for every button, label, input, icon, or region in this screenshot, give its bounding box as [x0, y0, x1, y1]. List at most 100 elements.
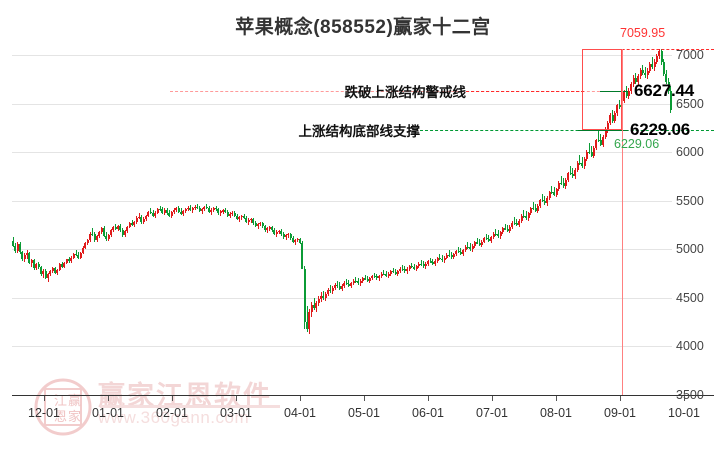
candle-body: [387, 273, 390, 276]
candle-body: [100, 228, 103, 233]
candle-body: [366, 278, 369, 281]
candle-wick: [238, 215, 240, 222]
candle-body: [203, 207, 206, 209]
candle-body: [378, 276, 381, 279]
candle-wick: [313, 297, 315, 310]
candle-body: [152, 212, 155, 216]
candle-body: [240, 216, 243, 218]
gridline: [12, 103, 672, 105]
candle-wick: [467, 242, 469, 249]
candle-wick: [269, 226, 271, 231]
candle-body: [576, 162, 579, 170]
candle-body: [145, 215, 148, 219]
candle-body: [639, 69, 642, 77]
candle-body: [268, 227, 271, 229]
plot-area[interactable]: 12-01 01-01 02-01 03-01 04-01 05-01 06-01 07-01…: [12, 49, 700, 420]
candle-body: [347, 283, 350, 286]
candle-body: [406, 268, 409, 272]
candle-body: [56, 269, 59, 273]
candle-body: [96, 236, 99, 241]
candle-body: [546, 197, 549, 204]
candle-body: [238, 217, 241, 219]
candle-body: [506, 228, 509, 231]
candle-body: [30, 260, 33, 263]
candle-body: [588, 151, 591, 153]
candle-body: [417, 263, 420, 267]
structure-box: [582, 49, 622, 130]
peak-vertical-marker: [622, 49, 623, 395]
candle-wick: [588, 143, 590, 154]
candle-body: [359, 280, 362, 284]
candle-body: [408, 266, 411, 269]
candle-body: [382, 273, 385, 275]
candle-body: [536, 205, 539, 211]
candle-body: [511, 222, 514, 227]
candle-body: [548, 191, 551, 198]
candle-body: [515, 223, 518, 225]
candle-wick: [75, 250, 77, 257]
candle-body: [184, 208, 187, 212]
candle-body: [651, 63, 654, 67]
candle-body: [303, 268, 306, 323]
candle-wick: [430, 258, 432, 264]
candle-body: [394, 271, 397, 274]
candle-body: [415, 266, 418, 269]
candle-body: [278, 230, 281, 233]
candle-body: [424, 263, 427, 267]
candle-body: [236, 215, 239, 219]
candle-body: [373, 276, 376, 278]
candle-body: [504, 228, 507, 230]
warning-solid-segment: [600, 91, 628, 93]
candle-body: [19, 244, 22, 253]
candle-body: [252, 219, 255, 224]
candle-body: [212, 208, 215, 210]
candle-wick: [476, 238, 478, 245]
candle-body: [501, 228, 504, 233]
candle-body: [357, 281, 360, 284]
candle-body: [445, 254, 448, 258]
candle-body: [625, 91, 628, 96]
y-axis-label: 4000: [676, 339, 704, 354]
y-axis-label: 6000: [676, 145, 704, 160]
candle-body: [555, 189, 558, 195]
candle-body: [217, 209, 220, 214]
candle-body: [334, 285, 336, 289]
candle-wick: [383, 270, 385, 276]
candle-body: [660, 51, 663, 62]
candle-body: [571, 173, 574, 177]
candle-body: [476, 242, 479, 244]
candle-body: [205, 207, 208, 209]
candle-body: [163, 209, 166, 213]
candle-body: [16, 244, 19, 251]
candle-body: [343, 282, 346, 286]
candle-body: [180, 211, 183, 214]
y-axis-label: 4500: [676, 290, 704, 305]
candle-body: [42, 270, 45, 275]
candle-body: [82, 247, 85, 253]
y-axis-label: 7000: [676, 48, 704, 62]
candle-body: [219, 211, 222, 214]
candle-wick: [488, 234, 490, 242]
candle-body: [613, 113, 616, 122]
candle-body: [107, 235, 110, 240]
candle-wick: [486, 233, 488, 241]
candle-body: [403, 269, 406, 272]
candle-body: [98, 232, 101, 237]
candle-body: [583, 158, 586, 167]
candle-wick: [297, 238, 299, 243]
candle-body: [280, 230, 283, 235]
candle-body: [135, 217, 138, 223]
x-axis-tick: [364, 395, 365, 401]
candle-body: [662, 61, 665, 75]
candle-body: [627, 91, 630, 96]
candle-body: [142, 218, 145, 223]
candle-body: [611, 114, 614, 122]
candle-body: [301, 242, 304, 269]
candle-wick: [495, 228, 497, 236]
candle-body: [532, 208, 535, 210]
candle-body: [413, 266, 416, 269]
candle-body: [420, 263, 423, 266]
candle-wick: [346, 279, 348, 286]
candle-wick: [411, 262, 413, 269]
candle-body: [422, 264, 425, 267]
